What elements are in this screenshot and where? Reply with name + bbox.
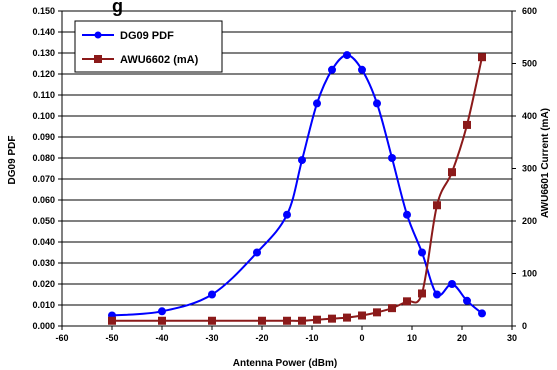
y-tick-label: 0.000 — [32, 321, 55, 331]
data-point — [158, 316, 166, 325]
y-axis-title: DG09 PDF — [7, 136, 18, 185]
y2-tick-label: 600 — [522, 6, 537, 16]
y-tick-label: 0.050 — [32, 216, 55, 226]
data-point — [108, 316, 116, 325]
series-dg09 — [108, 51, 486, 320]
x-tick-label: -30 — [205, 333, 218, 343]
y-tick-label: 0.110 — [33, 90, 55, 100]
data-point — [358, 311, 366, 320]
data-point — [373, 308, 381, 317]
x-tick-label: -50 — [105, 333, 118, 343]
y-tick-label: 0.140 — [32, 27, 55, 37]
legend-item-dg09: DG09 PDF — [82, 30, 174, 42]
data-point — [208, 290, 216, 299]
y2-tick-label: 500 — [522, 59, 537, 69]
legend-label-dg09: DG09 PDF — [120, 30, 174, 42]
y2-tick-label: 100 — [522, 269, 537, 279]
data-point — [478, 309, 486, 318]
x-tick-label: -20 — [255, 333, 268, 343]
data-point — [328, 314, 336, 323]
x-tick-label: -60 — [55, 333, 68, 343]
svg-text:g: g — [112, 0, 123, 16]
x-tick-label: -10 — [305, 333, 318, 343]
y2-tick-label: 300 — [522, 164, 537, 174]
data-point — [448, 168, 456, 177]
data-point — [433, 290, 441, 299]
y2-tick-label: 400 — [522, 111, 537, 121]
y2-tick-label: 200 — [522, 216, 537, 226]
data-point — [258, 316, 266, 325]
data-point — [158, 307, 166, 316]
y-tick-label: 0.070 — [32, 174, 55, 184]
legend-marker-awu6602 — [94, 55, 102, 63]
series-line-awu6602 — [112, 56, 483, 322]
data-point — [478, 53, 486, 62]
series-layer — [108, 51, 486, 325]
right-axis: 0 100 200 300 400 500 600 — [512, 6, 537, 331]
data-point — [463, 120, 471, 129]
data-point — [313, 99, 321, 108]
data-point — [463, 296, 471, 305]
legend-marker-dg09 — [94, 31, 102, 39]
x-tick-label: 20 — [457, 333, 467, 343]
data-point — [388, 154, 396, 162]
left-axis: 0.000 0.010 0.020 0.030 0.040 0.050 0.060 0.070… — [32, 6, 62, 331]
gridlines — [62, 10, 512, 327]
chart-title: g — [112, 0, 123, 16]
data-point — [298, 156, 306, 165]
y-tick-label: 0.010 — [32, 300, 55, 310]
y-tick-label: 0.130 — [32, 48, 55, 58]
y-tick-label: 0.120 — [32, 69, 55, 79]
y2-tick-label: 0 — [522, 321, 527, 331]
y-tick-label: 0.080 — [32, 153, 55, 163]
y-tick-label: 0.150 — [32, 6, 55, 16]
y-tick-label: 0.020 — [32, 279, 55, 289]
data-point — [358, 65, 366, 74]
x-tick-label: 10 — [407, 333, 417, 343]
data-point — [328, 65, 336, 74]
data-point — [418, 248, 426, 257]
y-tick-label: 0.030 — [32, 258, 55, 268]
data-point — [283, 210, 291, 219]
y-tick-label: 0.040 — [32, 237, 55, 247]
y-tick-label: 0.100 — [32, 111, 55, 121]
x-axis: -60 -50 -40 -30 -20 -10 0 10 20 30 — [55, 326, 517, 343]
y-tick-label: 0.060 — [32, 195, 55, 205]
data-point — [433, 201, 441, 210]
data-point — [388, 304, 396, 313]
x-tick-label: 0 — [359, 333, 364, 343]
x-axis-title: Antenna Power (dBm) — [233, 358, 337, 369]
y-tick-label: 0.090 — [32, 132, 55, 142]
x-tick-label: -40 — [155, 333, 168, 343]
y2-axis-title: AWU6601 Current (mA) — [540, 108, 551, 218]
data-point — [208, 316, 216, 325]
data-point — [373, 99, 381, 108]
data-point — [403, 210, 411, 219]
legend-item-awu6602: AWU6602 (mA) — [82, 54, 199, 66]
series-awu6602 — [108, 53, 486, 325]
data-point — [313, 315, 321, 324]
data-point — [298, 316, 306, 325]
data-point — [283, 316, 291, 325]
data-point — [403, 297, 411, 306]
data-point — [343, 313, 351, 322]
data-point — [418, 289, 426, 298]
legend-box — [74, 20, 223, 73]
legend-label-awu6602: AWU6602 (mA) — [120, 54, 199, 66]
data-point — [448, 280, 456, 288]
data-point — [253, 248, 261, 257]
legend: DG09 PDF AWU6602 (mA) — [74, 20, 223, 73]
data-point — [343, 51, 351, 60]
x-tick-label: 30 — [507, 333, 517, 343]
